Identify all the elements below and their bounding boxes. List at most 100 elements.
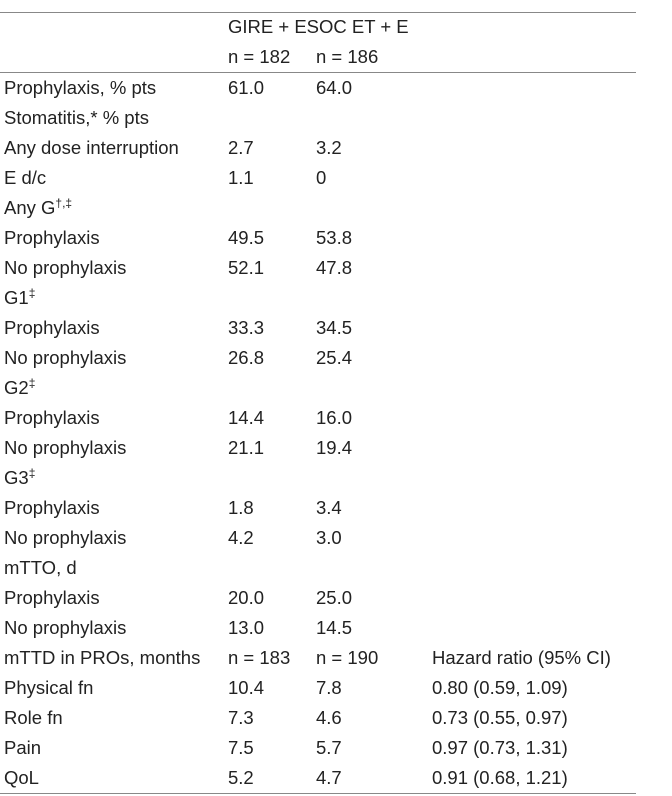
row-label-text: No prophylaxis [4,617,127,638]
value-col1: 1.1 [228,167,254,188]
value-col3: 0.73 (0.55, 0.97) [432,707,568,728]
value-col1: 33.3 [228,317,265,338]
value-col2: 4.7 [316,767,342,788]
row-label-text: Any G [4,197,56,218]
value-col2: 25.0 [316,587,353,608]
row-label: No prophylaxis [4,433,126,463]
table-row: No prophylaxis 26.8 25.4 [0,343,636,373]
table-row: Prophylaxis, % pts 61.0 64.0 [0,73,636,103]
row-label: Any G†,‡ [4,193,72,223]
value-col2: 64.0 [316,77,353,98]
top-rule [0,12,636,13]
row-label: No prophylaxis [4,523,126,553]
row-label: G2‡ [4,373,35,403]
table-row: Any dose interruption 2.7 3.2 [0,133,636,163]
row-label-text: No prophylaxis [4,347,127,368]
row-label-text: E d/c [4,167,47,188]
value-col2: 16.0 [316,407,353,428]
value-col2: 3.4 [316,497,342,518]
row-label: Prophylaxis [4,313,100,343]
value-col2: 47.8 [316,257,353,278]
value-col2: 19.4 [316,437,353,458]
row-label-text: Physical fn [4,677,94,698]
table-row: No prophylaxis 4.2 3.0 [0,523,636,553]
value-col2: n = 190 [316,647,379,668]
row-label: mTTO, d [4,553,77,583]
row-label: Pain [4,733,41,763]
row-label-text: Prophylaxis [4,497,100,518]
value-col3: 0.97 (0.73, 1.31) [432,737,568,758]
table-row: Prophylaxis 1.8 3.4 [0,493,636,523]
footnote-mark: ‡ [28,466,36,480]
value-col1: 7.3 [228,707,254,728]
row-label-text: G2 [4,377,29,398]
value-col1: 13.0 [228,617,265,638]
group-label: GIRE + ESOC ET + E [228,16,409,37]
row-label: Prophylaxis, % pts [4,73,156,103]
value-col1: 21.1 [228,437,265,458]
value-col1: 5.2 [228,767,254,788]
value-col2: 5.7 [316,737,342,758]
row-label-text: Prophylaxis, % pts [4,77,157,98]
row-label: No prophylaxis [4,343,126,373]
row-label: No prophylaxis [4,613,126,643]
row-label: QoL [4,763,39,793]
table-row: Physical fn 10.4 7.8 0.80 (0.59, 1.09) [0,673,636,703]
table-row: No prophylaxis 13.0 14.5 [0,613,636,643]
footnote-mark: ‡ [28,286,36,300]
value-col2: 14.5 [316,617,353,638]
row-label: G1‡ [4,283,35,313]
table-row: Any G†,‡ [0,193,636,223]
value-col2: 3.0 [316,527,342,548]
row-label-text: G3 [4,467,29,488]
row-label-text: No prophylaxis [4,257,127,278]
value-col1: 52.1 [228,257,265,278]
row-label: No prophylaxis [4,253,126,283]
table-row: G1‡ [0,283,636,313]
table-row: mTTD in PROs, months n = 183 n = 190 Hazard… [0,643,636,673]
row-label-text: QoL [4,767,39,788]
value-col2: 3.2 [316,137,342,158]
table-row: G2‡ [0,373,636,403]
value-col1: 61.0 [228,77,265,98]
row-label: Prophylaxis [4,493,100,523]
row-label: Role fn [4,703,63,733]
n-col1: n = 182 [228,46,291,67]
table-row: QoL 5.2 4.7 0.91 (0.68, 1.21) [0,763,636,793]
table-row: No prophylaxis 21.1 19.4 [0,433,636,463]
row-label-text: mTTD in PROs, months [4,647,201,668]
row-label: Prophylaxis [4,403,100,433]
value-col1: 7.5 [228,737,254,758]
row-label: Any dose interruption [4,133,179,163]
row-label: Stomatitis,* % pts [4,103,149,133]
footnote-mark: ‡ [28,376,36,390]
value-col3: Hazard ratio (95% CI) [432,647,611,668]
value-col1: 26.8 [228,347,265,368]
row-label: G3‡ [4,463,35,493]
value-col1: 14.4 [228,407,265,428]
row-label-text: Pain [4,737,42,758]
value-col2: 4.6 [316,707,342,728]
value-col1: 4.2 [228,527,254,548]
row-label-text: Stomatitis,* % pts [4,107,149,128]
row-label-text: mTTO, d [4,557,77,578]
row-label-text: G1 [4,287,29,308]
value-col1: n = 183 [228,647,291,668]
value-col3: 0.91 (0.68, 1.21) [432,767,568,788]
value-col3: 0.80 (0.59, 1.09) [432,677,568,698]
row-label-text: Prophylaxis [4,407,100,428]
table-row: Prophylaxis 49.5 53.8 [0,223,636,253]
row-label-text: Role fn [4,707,63,728]
value-col1: 2.7 [228,137,254,158]
bottom-rule [0,793,636,794]
row-label: E d/c [4,163,46,193]
value-col2: 7.8 [316,677,342,698]
value-col1: 20.0 [228,587,265,608]
row-label: mTTD in PROs, months [4,643,200,673]
row-label-text: Prophylaxis [4,227,100,248]
n-col2: n = 186 [316,46,379,67]
table-row: G3‡ [0,463,636,493]
row-label: Prophylaxis [4,583,100,613]
row-label: Prophylaxis [4,223,100,253]
value-col2: 53.8 [316,227,353,248]
